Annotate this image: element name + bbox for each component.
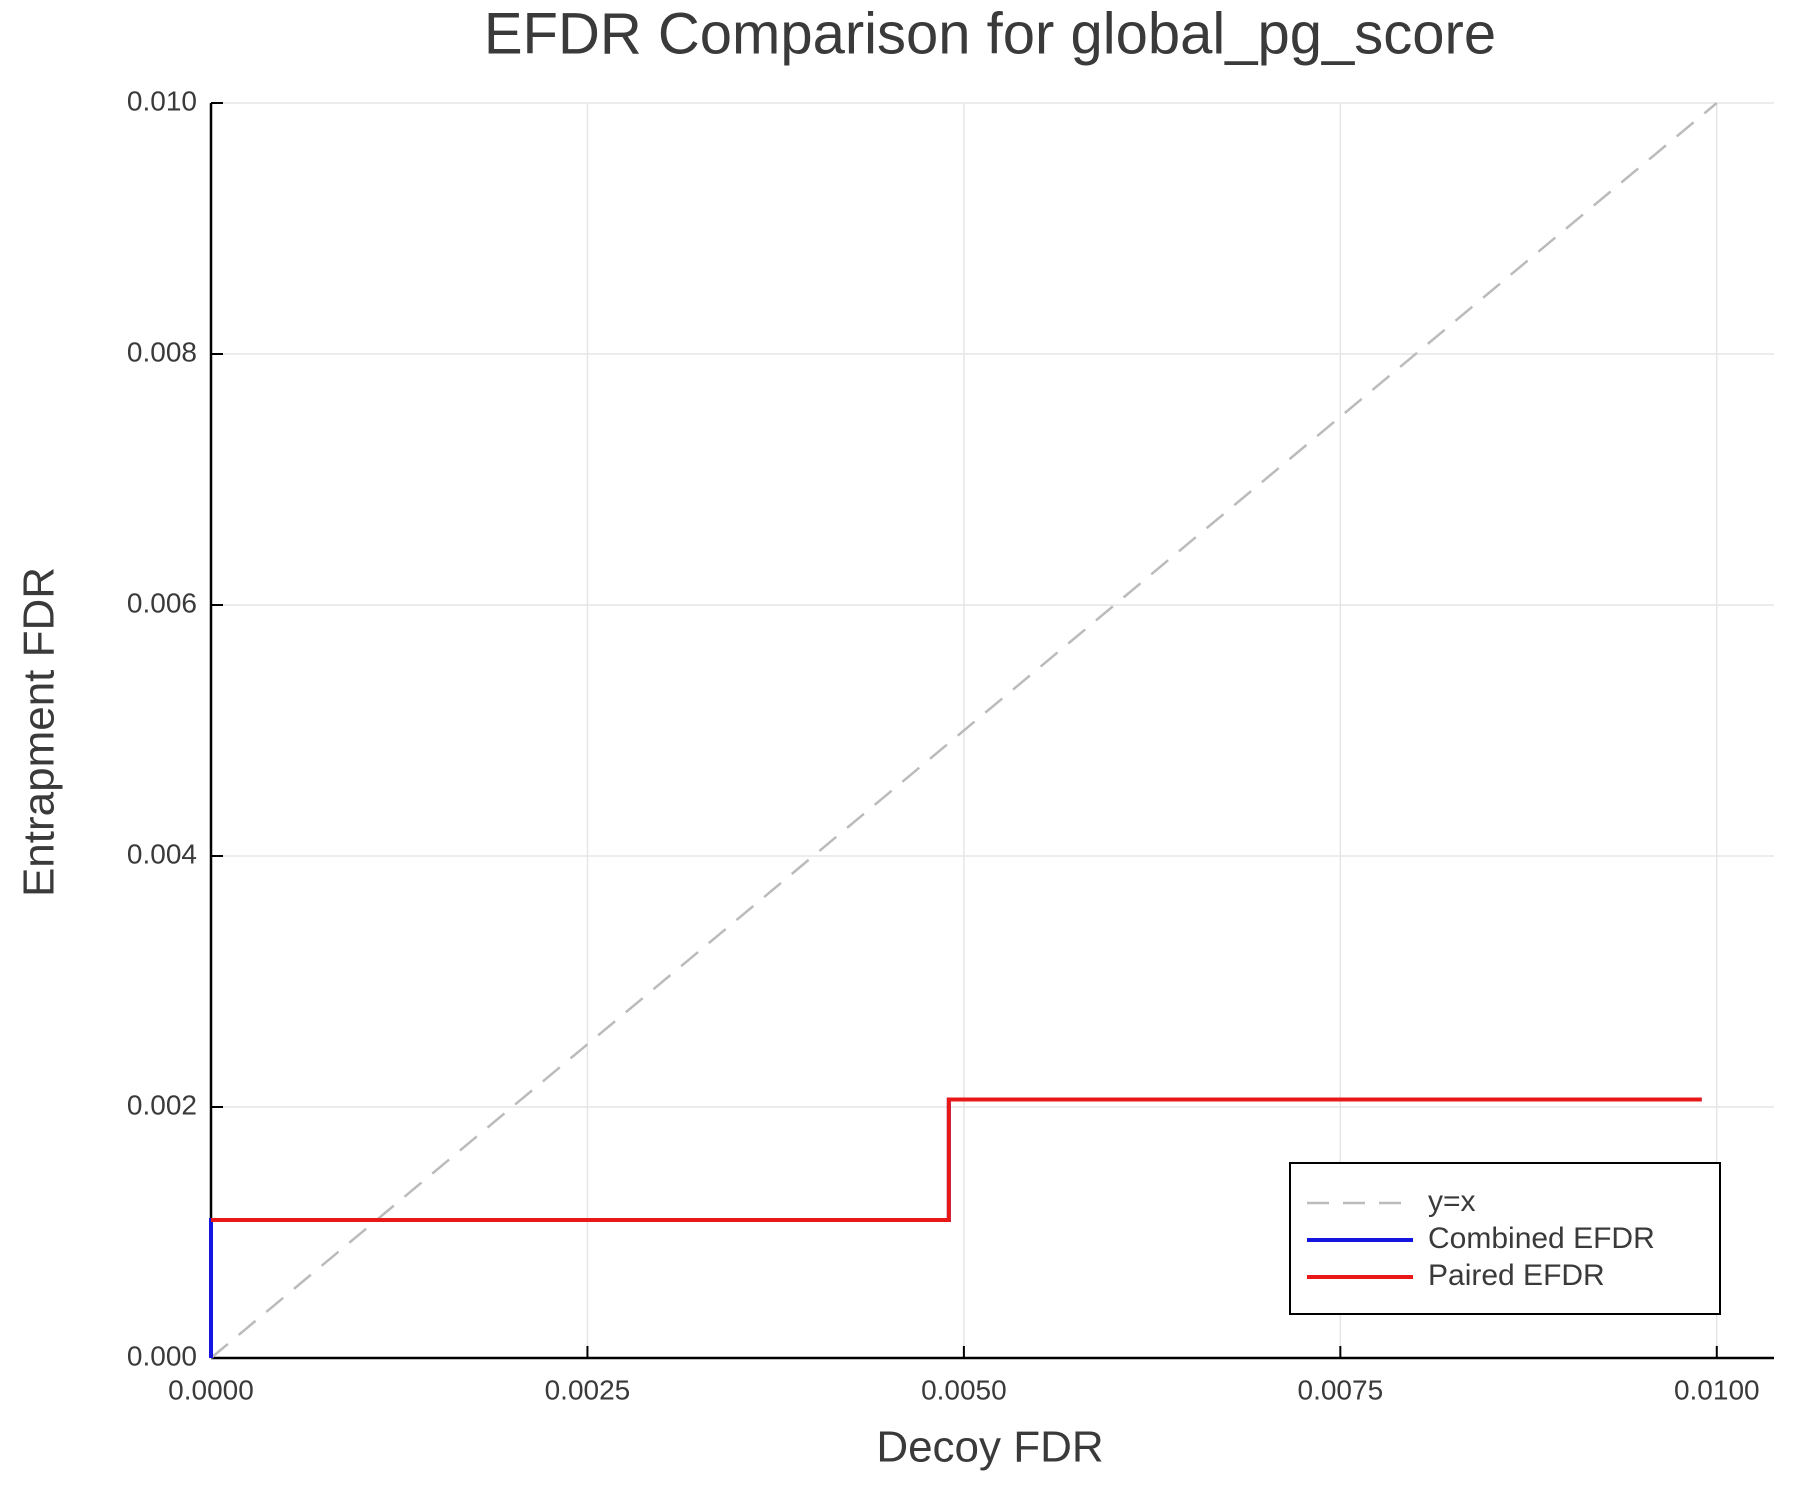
y-tick-label: 0.000 — [127, 1340, 197, 1371]
series-line — [210, 102, 1718, 1359]
legend-label: Paired EFDR — [1428, 1259, 1605, 1292]
y-tick-label: 0.006 — [127, 587, 197, 618]
legend-label: y=x — [1428, 1185, 1476, 1218]
x-tick-label: 0.0025 — [545, 1374, 631, 1405]
x-axis-label: Decoy FDR — [876, 1423, 1103, 1472]
chart-title: EFDR Comparison for global_pg_score — [484, 1, 1496, 66]
y-tick-label: 0.010 — [127, 85, 197, 116]
y-tick-label: 0.002 — [127, 1089, 197, 1120]
x-tick-label: 0.0000 — [168, 1374, 254, 1405]
y-tick-label: 0.004 — [127, 838, 197, 869]
x-tick-label: 0.0050 — [921, 1374, 1007, 1405]
x-tick-label: 0.0100 — [1674, 1374, 1760, 1405]
legend-label: Combined EFDR — [1428, 1222, 1655, 1255]
series-line — [211, 1097, 1702, 1222]
y-tick-label: 0.008 — [127, 336, 197, 367]
x-tick-label: 0.0075 — [1298, 1374, 1384, 1405]
y-axis-label: Entrapment FDR — [15, 567, 64, 897]
